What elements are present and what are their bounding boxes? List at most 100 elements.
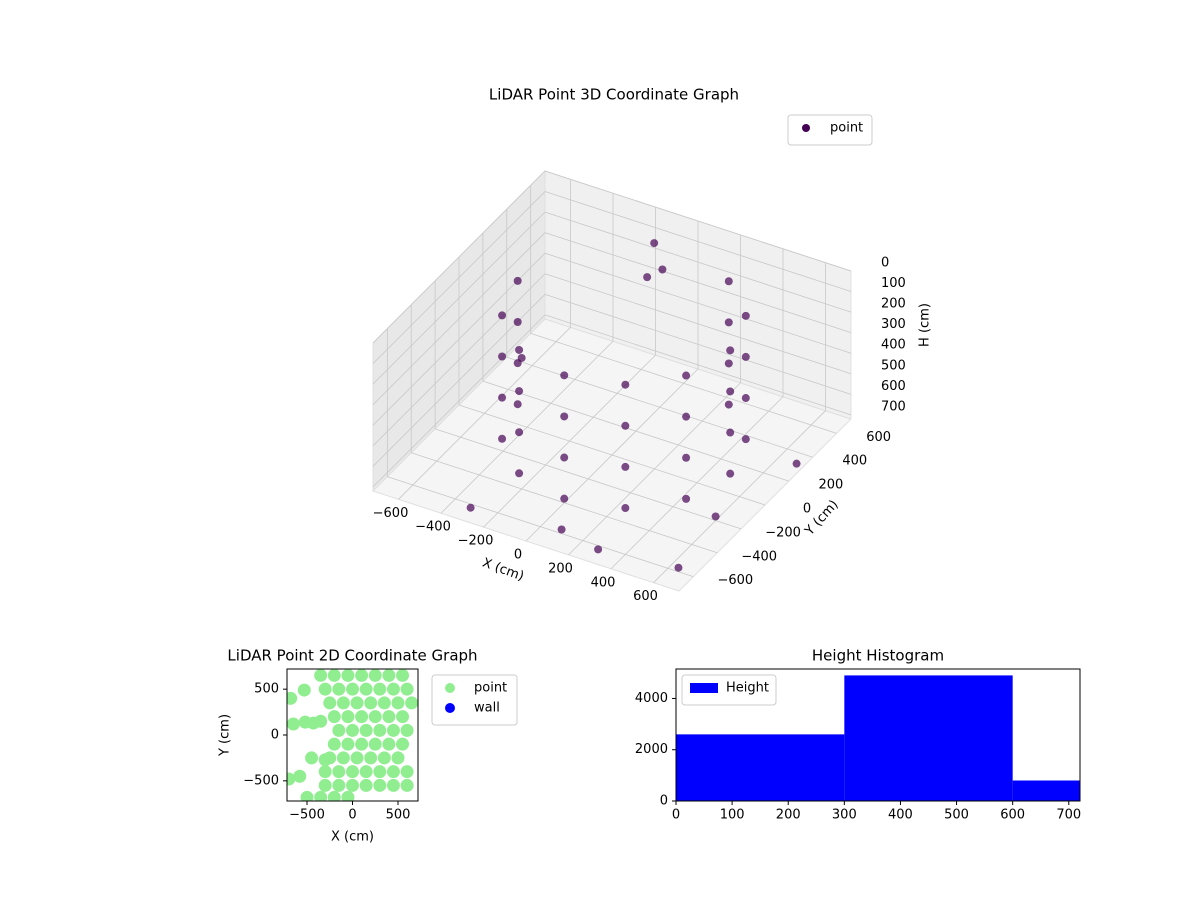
point [373,723,387,737]
point [396,669,410,682]
legend-swatch [690,683,718,693]
point [355,710,369,724]
legend-label: point [830,121,863,136]
point [726,387,735,396]
point [396,710,410,724]
point [498,352,507,361]
grid-line [458,404,766,506]
point [373,682,387,696]
x-tick-label: −600 [373,506,409,521]
y-tick-label: −200 [765,525,801,540]
point [726,428,735,437]
point [327,790,341,801]
point [594,545,603,554]
legend-marker [802,124,810,132]
point [400,765,414,779]
x-tick-label: 600 [1000,808,1025,823]
y-tick-label: 4000 [635,691,668,706]
x-tick-label: 500 [944,808,969,823]
point [368,669,382,682]
point [287,717,300,731]
point [336,751,350,765]
y-tick-label: 600 [866,430,891,445]
grid-line [372,191,546,364]
grid-line [411,452,718,554]
x-tick-label: 700 [1056,808,1081,823]
x-tick-label: 500 [386,808,411,823]
point [391,751,405,765]
y-tick-label: 2000 [635,742,668,757]
point [377,751,391,765]
chart-title: Height Histogram [812,647,944,665]
histogram-bar [676,734,845,801]
z-tick-label: 500 [881,358,906,373]
y-tick-label: 0 [271,728,279,743]
x-tick-label: 600 [633,589,658,604]
point [341,737,355,751]
grid-line [387,476,694,578]
point [498,393,507,402]
x-tick-label: 0 [672,808,680,823]
grid-line [434,428,742,530]
x-tick-label: 0 [348,808,356,823]
point [341,710,355,724]
y-tick-label: 400 [842,454,867,469]
point [314,790,328,801]
x-axis-label: X (cm) [331,830,374,845]
y-tick-label: −500 [243,773,279,788]
point [377,696,391,710]
point [359,778,373,792]
point [298,715,312,729]
point [314,669,328,682]
point [741,311,750,320]
grid-line [544,293,852,395]
point [327,737,341,751]
point [405,696,418,710]
y-tick-label: 0 [660,794,668,809]
point [650,239,659,248]
point [513,318,522,326]
point [382,710,396,724]
chart-title: LiDAR Point 3D Coordinate Graph [489,86,739,104]
x-tick-label: 400 [888,808,913,823]
point [711,512,720,521]
grid-line [372,232,546,405]
point [386,765,400,779]
point [560,494,569,503]
y-tick-label: 500 [254,682,279,697]
point [382,669,396,682]
point [318,778,332,792]
point [515,345,524,354]
point [560,371,569,380]
point [318,765,332,779]
x-tick-label: 300 [832,808,857,823]
grid-line [530,332,837,434]
point [346,723,359,737]
legend-marker [445,683,455,693]
y-tick-label: 200 [818,478,843,493]
point [364,751,378,765]
point [341,790,355,801]
grid-line [544,232,852,334]
legend-frame [681,674,777,706]
grid-line [544,170,852,272]
legend-label: Height [726,681,769,696]
point [346,682,359,696]
point [293,769,307,783]
point [674,563,683,572]
point [792,459,801,468]
point [724,277,733,286]
histogram-bar [1012,780,1080,801]
z-tick-label: 200 [881,297,906,312]
chart-title: LiDAR Point 2D Coordinate Graph [227,647,477,665]
point [724,359,733,368]
axes-frame [675,668,1081,802]
points [287,669,418,801]
x-tick-label: −500 [289,808,325,823]
point [373,765,387,779]
point [726,469,735,478]
z-tick-label: 0 [881,256,889,271]
point [341,669,355,682]
point [368,710,382,724]
point [346,778,359,792]
